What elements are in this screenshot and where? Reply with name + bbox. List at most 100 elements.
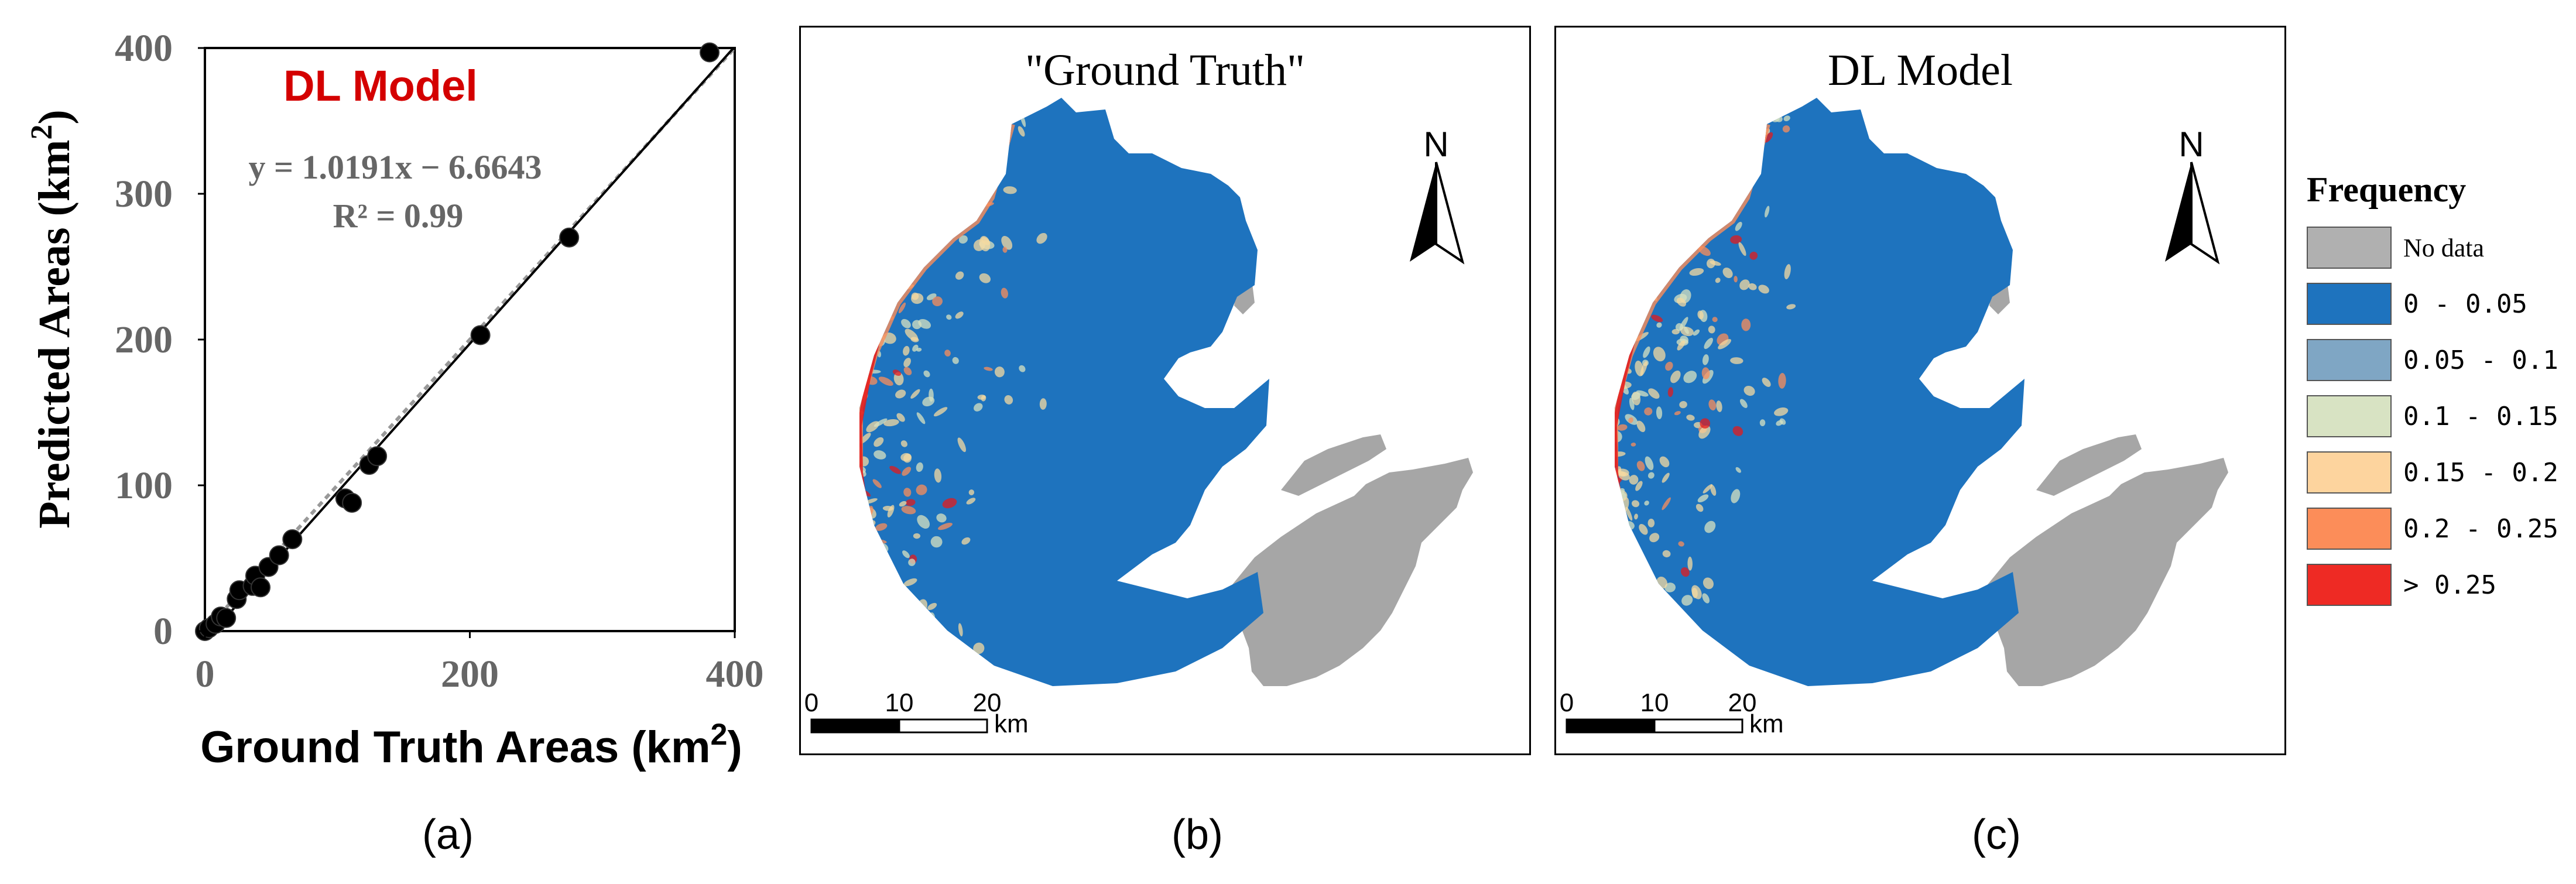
frequency-speckle bbox=[1667, 387, 1674, 398]
frequency-speckle bbox=[1645, 142, 1654, 148]
frequency-speckle bbox=[1743, 148, 1758, 158]
frequency-speckle bbox=[859, 314, 864, 323]
frequency-speckle bbox=[1691, 585, 1702, 599]
legend-swatch bbox=[2307, 451, 2392, 494]
frequency-speckle bbox=[994, 128, 1002, 142]
lake-body bbox=[1615, 98, 2025, 686]
frequency-speckle bbox=[1615, 116, 1625, 126]
frequency-speckle bbox=[859, 334, 860, 344]
frequency-speckle bbox=[859, 357, 864, 366]
frequency-speckle bbox=[1615, 618, 1618, 626]
frequency-speckle bbox=[1762, 378, 1771, 387]
scale-segment-light bbox=[1653, 718, 1743, 734]
frequency-speckle bbox=[1602, 374, 1616, 388]
frequency-speckle bbox=[900, 440, 907, 447]
frequency-speckle bbox=[892, 602, 901, 611]
frequency-speckle bbox=[944, 672, 953, 681]
frequency-speckle bbox=[859, 500, 860, 511]
legend-swatch bbox=[2307, 395, 2392, 437]
frequency-speckle bbox=[914, 225, 923, 237]
frequency-speckle bbox=[994, 366, 1005, 378]
frequency-speckle bbox=[859, 114, 864, 126]
frequency-speckle bbox=[1615, 243, 1617, 253]
frequency-speckle bbox=[859, 371, 871, 375]
frequency-speckle bbox=[891, 129, 901, 144]
frequency-speckle bbox=[1624, 667, 1630, 683]
frequency-speckle bbox=[850, 367, 857, 377]
frequency-speckle bbox=[1675, 633, 1686, 645]
frequency-speckle bbox=[859, 349, 860, 361]
frequency-speckle bbox=[1657, 182, 1673, 191]
frequency-speckle bbox=[1656, 322, 1662, 328]
frequency-speckle bbox=[1703, 484, 1712, 494]
frequency-speckle bbox=[1615, 235, 1617, 251]
frequency-speckle bbox=[1632, 500, 1640, 508]
frequency-speckle bbox=[1716, 400, 1722, 412]
frequency-speckle bbox=[1677, 340, 1686, 351]
frequency-speckle bbox=[1615, 559, 1617, 566]
frequency-speckle bbox=[869, 647, 882, 657]
legend-label: 0.15 - 0.2 bbox=[2403, 457, 2558, 488]
scale-tick-label: 20 bbox=[1728, 688, 1757, 717]
frequency-speckle bbox=[859, 275, 868, 286]
frequency-speckle bbox=[1003, 186, 1017, 194]
frequency-speckle bbox=[934, 186, 944, 198]
frequency-speckle bbox=[859, 477, 861, 491]
frequency-speckle bbox=[859, 324, 861, 337]
frequency-speckle bbox=[1702, 593, 1710, 604]
legend-item: 0.05 - 0.1 bbox=[2307, 339, 2564, 381]
frequency-speckle bbox=[862, 165, 873, 176]
frequency-speckle bbox=[848, 440, 859, 457]
frequency-speckle bbox=[868, 577, 879, 588]
y-axis-label-end: ) bbox=[30, 109, 79, 124]
frequency-speckle bbox=[1615, 314, 1626, 323]
frequency-speckle bbox=[1663, 113, 1678, 118]
data-point bbox=[700, 42, 720, 63]
frequency-speckle bbox=[1624, 331, 1633, 340]
frequency-speckle bbox=[1606, 466, 1612, 477]
frequency-speckle bbox=[868, 114, 881, 125]
frequency-speckle bbox=[859, 198, 862, 205]
legend-label: 0.2 - 0.25 bbox=[2403, 513, 2558, 544]
frequency-speckle bbox=[1615, 183, 1617, 194]
frequency-speckle bbox=[1673, 213, 1679, 220]
data-point bbox=[559, 227, 580, 248]
frequency-speckle bbox=[1615, 497, 1619, 503]
frequency-speckle bbox=[1616, 566, 1622, 582]
frequency-speckle bbox=[1604, 128, 1614, 139]
frequency-speckle bbox=[879, 612, 886, 619]
frequency-speckle bbox=[851, 556, 858, 565]
frequency-speckle bbox=[864, 527, 872, 537]
map-title: DL Model bbox=[1828, 46, 2013, 95]
frequency-speckle bbox=[892, 212, 902, 222]
panel-label-c: (c) bbox=[1972, 811, 2021, 858]
frequency-speckle bbox=[1616, 561, 1626, 570]
r-squared: R² = 0.99 bbox=[333, 197, 464, 235]
frequency-speckle bbox=[1615, 471, 1617, 481]
frequency-speckle bbox=[910, 135, 922, 145]
y-tick-label: 400 bbox=[115, 27, 173, 70]
frequency-speckle bbox=[901, 592, 910, 602]
frequency-speckle bbox=[1615, 213, 1618, 223]
y-tick-label: 0 bbox=[153, 610, 173, 653]
frequency-speckle bbox=[1679, 401, 1687, 409]
frequency-speckle bbox=[851, 674, 857, 680]
frequency-speckle bbox=[1732, 426, 1743, 436]
frequency-speckle bbox=[1615, 490, 1619, 503]
frequency-speckle bbox=[930, 232, 942, 241]
frequency-speckle bbox=[1602, 246, 1615, 253]
frequency-speckle bbox=[859, 168, 866, 176]
frequency-speckle bbox=[1631, 392, 1641, 400]
frequency-speckle bbox=[916, 412, 926, 424]
frequency-speckle bbox=[895, 231, 906, 243]
frequency-speckle bbox=[1722, 268, 1733, 279]
frequency-speckle bbox=[1615, 157, 1619, 169]
frequency-speckle bbox=[1604, 412, 1615, 425]
frequency-speckle bbox=[851, 142, 857, 157]
frequency-speckle bbox=[1735, 467, 1741, 473]
frequency-speckle bbox=[912, 344, 919, 352]
scale-tick-label: 20 bbox=[973, 688, 1002, 717]
frequency-speckle bbox=[1615, 597, 1625, 606]
frequency-speckle bbox=[1678, 234, 1688, 245]
frequency-speckle bbox=[1640, 141, 1646, 148]
